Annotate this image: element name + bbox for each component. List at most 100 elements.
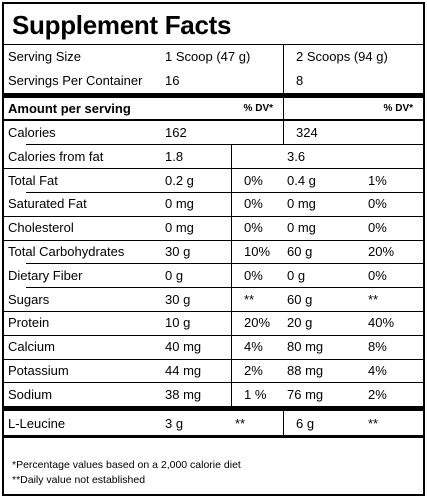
servings-row: Servings Per Container 16 8 — [4, 68, 423, 93]
nutrient-row: Calcium 40 mg 4% 80 mg 8% — [4, 334, 423, 360]
value: 1 Scoop (47 g) — [165, 49, 251, 65]
row-rule — [4, 382, 423, 407]
header-label: Amount per serving — [8, 100, 131, 116]
nutrient-row: Cholesterol 0 mg 0% 0 mg 0% — [4, 215, 423, 241]
amount: 3.6 — [287, 148, 306, 164]
nutrient-row: Saturated Fat 0 mg 0% 0 mg 0% — [4, 191, 423, 217]
amount: 44 mg — [165, 362, 202, 378]
title: Supplement Facts — [4, 4, 423, 45]
nutrient-name: Sugars — [8, 291, 50, 307]
dv: 2% — [368, 386, 387, 402]
label: Servings Per Container — [8, 73, 143, 89]
amount: 324 — [283, 120, 364, 145]
row-rule — [4, 310, 423, 336]
amount: 0 g — [165, 267, 184, 283]
value: 8 — [283, 68, 423, 93]
row-rule — [4, 215, 423, 241]
nutrient-row: Dietary Fiber 0 g 0% 0 g 0% — [4, 263, 423, 288]
row-rule — [4, 239, 423, 265]
value: 2 Scoops (94 g) — [283, 45, 423, 69]
dv: ** — [231, 287, 283, 311]
value: 16 — [165, 73, 180, 89]
amount: 30 g — [165, 243, 191, 259]
amount: 0.4 g — [287, 172, 316, 188]
dv: 20% — [231, 310, 283, 335]
footnote: **Daily value not established — [12, 473, 146, 486]
amount: 0 mg — [165, 220, 194, 236]
amount: 76 mg — [287, 386, 324, 402]
dv: 4% — [368, 362, 387, 378]
amount: 80 mg — [287, 339, 324, 355]
amount: 0 g — [287, 267, 306, 283]
dv: 0% — [231, 215, 283, 240]
serving-size-row: Serving Size 1 Scoop (47 g) 2 Scoops (94… — [4, 45, 423, 69]
dv: 1 % — [231, 382, 283, 407]
amount: 88 mg — [287, 362, 324, 378]
nutrient-row: Sugars 30 g ** 60 g ** — [4, 287, 423, 311]
footnote: *Percentage values based on a 2,000 calo… — [12, 458, 241, 471]
nutrient-name: Total Fat — [8, 172, 58, 188]
nutrient-name: Calories — [8, 124, 56, 140]
dv: 1% — [368, 172, 387, 188]
nutrient-rows: Calories 162 324 Calories from fat 1.8 3.6 Tot… — [4, 120, 423, 438]
nutrient-row: L-Leucine 3 g ** 6 g ** — [4, 406, 423, 438]
nutrient-row: Protein 10 g 20% 20 g 40% — [4, 310, 423, 336]
nutrient-row: Total Fat 0.2 g 0% 0.4 g 1% — [4, 168, 423, 192]
amount: 60 g — [287, 291, 313, 307]
row-rule — [26, 287, 423, 312]
dv: 4% — [231, 334, 283, 359]
dv: ** — [368, 291, 379, 307]
dv: 0% — [231, 168, 283, 192]
dv: 8% — [368, 339, 387, 355]
dv: 0% — [231, 191, 283, 216]
row-rule — [4, 334, 423, 360]
dv: 20% — [368, 243, 395, 259]
dv-header: % DV* — [243, 102, 273, 114]
amount: 60 g — [287, 243, 313, 259]
footnotes: *Percentage values based on a 2,000 calo… — [4, 438, 423, 488]
nutrient-name: Sodium — [8, 386, 53, 402]
nutrient-name: Calories from fat — [8, 148, 104, 164]
dv: 40% — [368, 315, 395, 331]
amount: 3 g — [165, 415, 184, 431]
nutrient-name: Dietary Fiber — [8, 267, 83, 283]
amount: 38 mg — [165, 386, 202, 402]
nutrient-row: Calories 162 324 — [4, 120, 423, 145]
amount: 0 mg — [287, 220, 316, 236]
nutrient-row: Potassium 44 mg 2% 88 mg 4% — [4, 358, 423, 384]
dv: ** — [368, 415, 379, 431]
nutrient-name: Protein — [8, 315, 50, 331]
amount: 20 g — [287, 315, 313, 331]
dv: 0% — [368, 220, 387, 236]
row-rule — [26, 144, 423, 169]
nutrient-row: Sodium 38 mg 1 % 76 mg 2% — [4, 382, 423, 407]
amount: 1.8 — [165, 148, 184, 164]
nutrient-name: Potassium — [8, 362, 69, 378]
nutrient-name: Calcium — [8, 339, 55, 355]
nutrient-name: Saturated Fat — [8, 196, 87, 212]
dv: 10% — [231, 239, 283, 264]
dv: 0% — [231, 263, 283, 288]
nutrient-row: Total Carbohydrates 30 g 10% 60 g 20% — [4, 239, 423, 265]
nutrient-name: Total Carbohydrates — [8, 243, 125, 259]
dv: 0% — [368, 267, 387, 283]
dv: 2% — [231, 358, 283, 383]
dv: ** — [235, 415, 246, 431]
dv-header: % DV* — [283, 97, 423, 119]
row-rule — [4, 168, 423, 193]
amount: 0.2 g — [165, 172, 194, 188]
facts-panel: Supplement Facts Serving Size 1 Scoop (4… — [2, 2, 425, 496]
dv — [364, 121, 423, 145]
nutrient-name: L-Leucine — [8, 415, 66, 431]
nutrient-row: Calories from fat 1.8 3.6 — [4, 144, 423, 169]
amount: 30 g — [165, 291, 191, 307]
dv: 0% — [368, 196, 387, 212]
amount: 40 mg — [165, 339, 202, 355]
header-row: Amount per serving % DV* % DV* — [4, 92, 423, 121]
amount: 0 mg — [287, 196, 316, 212]
row-rule — [4, 358, 423, 384]
amount: 10 g — [165, 315, 191, 331]
row-rule — [26, 191, 423, 217]
amount: 162 — [165, 124, 187, 140]
